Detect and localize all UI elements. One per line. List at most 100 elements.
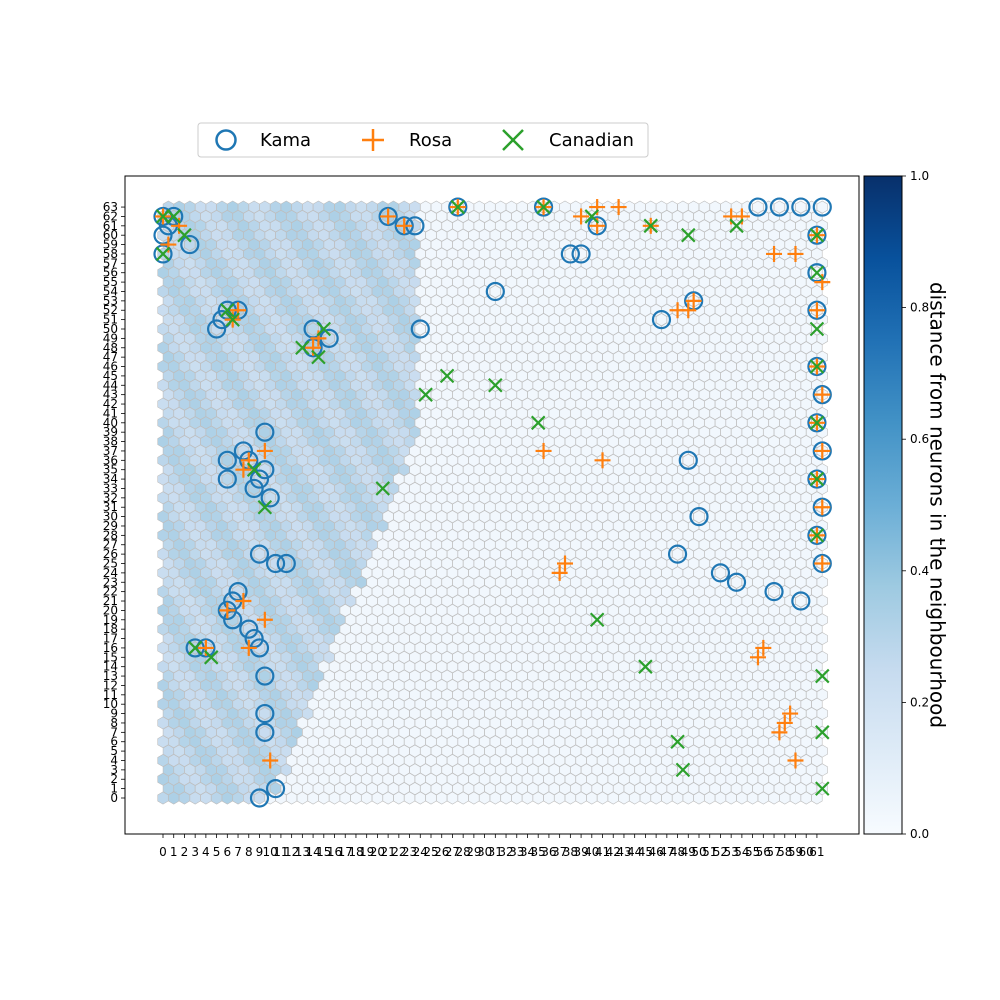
legend-label-canadian: Canadian xyxy=(549,130,634,151)
rosa-point xyxy=(557,555,573,572)
y-tick-label: 11 xyxy=(103,688,118,702)
canadian-point xyxy=(809,265,825,280)
x-tick-label: 16 xyxy=(327,845,342,859)
som-hexagon xyxy=(666,200,678,214)
x-tick-label: 15 xyxy=(316,845,331,859)
y-tick-label: 9 xyxy=(110,707,118,721)
som-hexagon xyxy=(752,200,764,214)
kama-point xyxy=(748,197,768,217)
y-tick-label: 6 xyxy=(110,735,118,749)
x-tick-label: 12 xyxy=(284,845,299,859)
rosa-point xyxy=(256,611,273,628)
som-hexagon xyxy=(302,200,314,214)
y-tick-label: 47 xyxy=(103,350,118,364)
y-tick-label: 1 xyxy=(110,782,118,796)
x-tick-label: 55 xyxy=(745,845,760,859)
canadian-point xyxy=(809,227,825,243)
x-tick-label: 60 xyxy=(799,845,814,859)
y-tick-label: 3 xyxy=(110,763,118,777)
y-tick-label: 57 xyxy=(103,256,118,270)
kama-point xyxy=(153,206,173,227)
som-hexagon xyxy=(398,200,410,214)
y-tick-label: 56 xyxy=(103,266,118,280)
canadian-point xyxy=(809,359,825,374)
rosa-point xyxy=(787,752,804,769)
som-hexagon xyxy=(655,200,668,214)
y-tick-label: 41 xyxy=(103,406,118,420)
y-tick-label: 23 xyxy=(103,575,118,589)
kama-point xyxy=(812,197,832,217)
som-hexagon xyxy=(698,200,710,214)
x-tick-label: 52 xyxy=(713,845,728,859)
x-tick-label: 19 xyxy=(359,845,374,859)
y-tick-label: 52 xyxy=(103,303,118,317)
y-tick-label: 63 xyxy=(103,200,118,214)
y-tick-label: 12 xyxy=(103,678,118,692)
kama-point xyxy=(265,779,286,799)
canadian-point xyxy=(681,227,696,243)
som-hexagon xyxy=(773,200,785,214)
canadian-point xyxy=(488,378,503,393)
kama-point xyxy=(217,469,237,489)
y-tick-label: 17 xyxy=(103,632,118,646)
rosa-point xyxy=(787,245,804,262)
y-tick-label: 31 xyxy=(103,500,118,514)
canadian-point xyxy=(316,321,332,337)
legend-label-rosa: Rosa xyxy=(409,130,452,151)
y-tick-label: 54 xyxy=(103,284,118,298)
kama-point xyxy=(807,525,827,545)
kama-point xyxy=(276,553,296,574)
y-tick-label: 0 xyxy=(110,791,118,805)
x-tick-label: 9 xyxy=(256,845,264,859)
rosa-point xyxy=(256,442,273,459)
kama-point xyxy=(249,544,270,564)
kama-point xyxy=(448,197,468,217)
som-hexagon xyxy=(269,200,282,214)
som-hexagon xyxy=(720,200,732,214)
kama-point xyxy=(689,506,709,527)
y-tick-label: 38 xyxy=(103,435,118,449)
canadian-point xyxy=(450,199,466,215)
x-tick-label: 58 xyxy=(777,845,792,859)
rosa-point xyxy=(535,442,552,459)
x-tick-label: 48 xyxy=(670,845,685,859)
x-tick-label: 46 xyxy=(648,845,663,859)
rosa-point xyxy=(240,639,257,656)
y-tick-label: 58 xyxy=(103,247,118,261)
rosa-point xyxy=(594,452,611,469)
y-tick-label: 13 xyxy=(103,669,118,683)
canadian-point xyxy=(809,321,825,337)
canadian-point xyxy=(536,199,551,215)
x-tick-label: 44 xyxy=(627,845,642,859)
x-tick-label: 24 xyxy=(413,845,428,859)
y-tick-label: 20 xyxy=(103,603,118,617)
x-tick-label: 57 xyxy=(766,845,781,859)
x-tick-label: 25 xyxy=(423,845,438,859)
kama-point xyxy=(812,497,832,517)
y-tick-label: 60 xyxy=(103,228,118,242)
colorbar: 0.0 0.2 0.4 0.6 0.8 1.0 distance from neurons… xyxy=(863,169,950,841)
kama-point xyxy=(485,281,505,302)
y-tick-label: 35 xyxy=(103,463,118,477)
kama-point xyxy=(769,197,790,217)
kama-point xyxy=(378,206,398,227)
som-hexagon xyxy=(634,200,646,214)
y-tick-label: 48 xyxy=(103,341,118,355)
x-tick-label: 2 xyxy=(181,845,189,859)
x-tick-label: 35 xyxy=(531,845,546,859)
x-tick-label: 59 xyxy=(788,845,803,859)
rosa-point xyxy=(814,442,831,459)
kama-point xyxy=(255,666,275,686)
som-hexagon xyxy=(645,200,657,214)
canadian-point xyxy=(257,499,273,515)
kama-point xyxy=(678,450,698,470)
y-tick-label: 49 xyxy=(103,331,118,345)
y-axis-ticks: 0123456789101112131415161718192021222324… xyxy=(103,200,125,805)
kama-point xyxy=(571,244,591,264)
som-hexagon xyxy=(677,200,689,214)
hexagon-grid xyxy=(157,200,828,805)
canadian-point xyxy=(675,762,691,778)
kama-point xyxy=(764,582,784,602)
x-tick-label: 31 xyxy=(488,845,503,859)
colorbar-label: distance from neurons in the neighbourho… xyxy=(926,282,950,728)
